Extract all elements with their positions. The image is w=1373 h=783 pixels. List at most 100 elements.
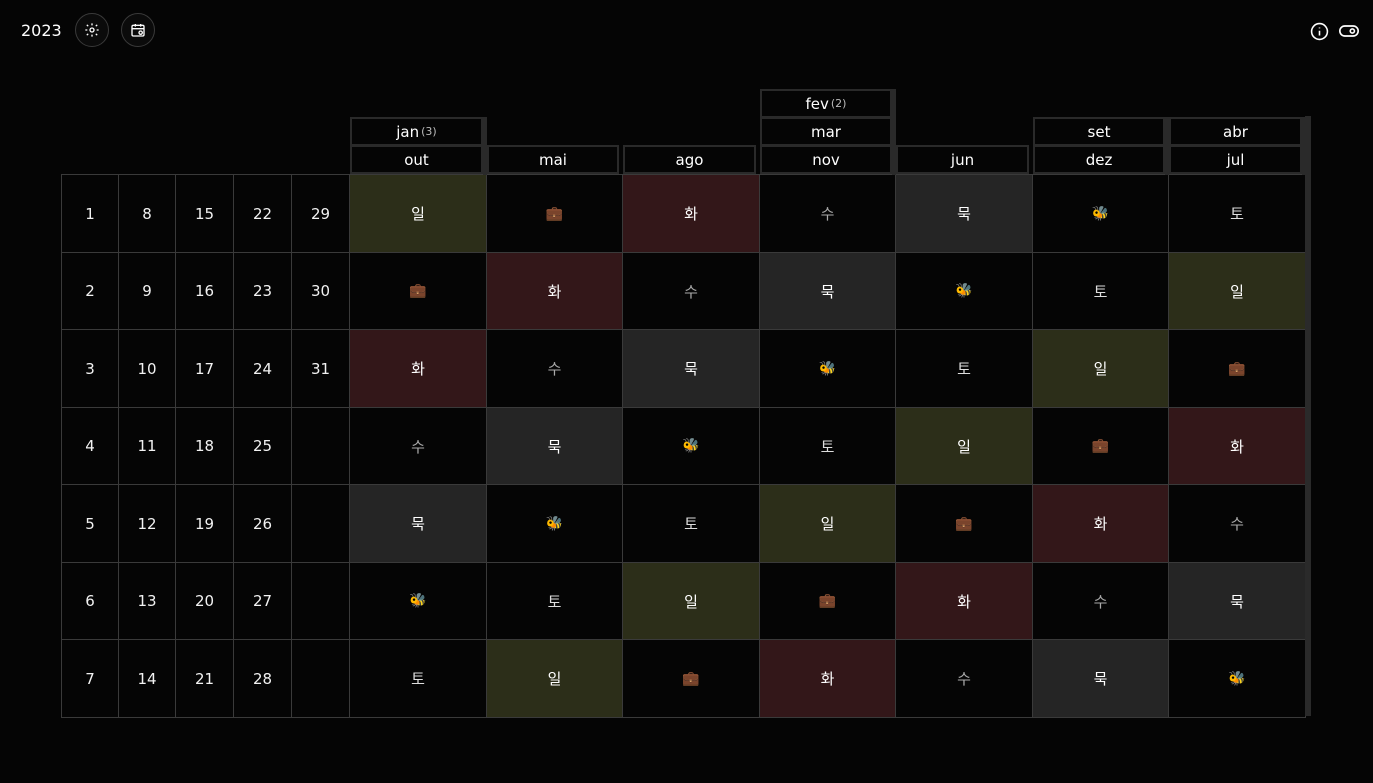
weekday-cell[interactable]: 일 [622, 562, 760, 640]
weekday-cell[interactable]: 일 [895, 407, 1033, 485]
calendar-button[interactable] [121, 13, 155, 47]
weekday-cell[interactable]: 💼 [1168, 329, 1306, 408]
weekday-cell[interactable]: 일 [1168, 252, 1306, 330]
day-number-cell[interactable]: 8 [118, 174, 176, 253]
weekday-cell[interactable]: 묵 [622, 329, 760, 408]
day-number-cell[interactable]: 18 [175, 407, 234, 485]
weekday-cell[interactable]: 화 [622, 174, 760, 253]
month-header-out[interactable]: out [350, 145, 483, 174]
day-number-cell[interactable]: 29 [291, 174, 350, 253]
weekday-cell[interactable]: 수 [1032, 562, 1169, 640]
weekday-cell[interactable]: 묵 [486, 407, 623, 485]
day-number-cell[interactable]: 12 [118, 484, 176, 563]
weekday-cell[interactable]: 수 [486, 329, 623, 408]
weekday-cell[interactable]: 🐝 [759, 329, 896, 408]
weekday-cell[interactable]: 토 [759, 407, 896, 485]
month-header-jan[interactable]: jan (3) [350, 117, 483, 146]
weekday-cell[interactable]: 묵 [895, 174, 1033, 253]
weekday-cell[interactable]: 수 [759, 174, 896, 253]
weekday-cell[interactable]: 🐝 [349, 562, 487, 640]
day-number-cell[interactable]: 4 [61, 407, 119, 485]
weekday-cell[interactable]: 토 [1168, 174, 1306, 253]
day-number-cell[interactable]: 22 [233, 174, 292, 253]
day-number-cell[interactable]: 6 [61, 562, 119, 640]
weekday-cell[interactable]: 화 [349, 329, 487, 408]
weekday-cell[interactable]: 일 [1032, 329, 1169, 408]
weekday-cell[interactable]: 토 [486, 562, 623, 640]
weekday-cell[interactable]: 💼 [349, 252, 487, 330]
day-number-cell[interactable]: 10 [118, 329, 176, 408]
day-number-cell[interactable]: 17 [175, 329, 234, 408]
day-number-cell[interactable]: 26 [233, 484, 292, 563]
weekday-cell[interactable]: 🐝 [486, 484, 623, 563]
day-number-cell[interactable]: 14 [118, 639, 176, 718]
day-number-cell[interactable]: 27 [233, 562, 292, 640]
weekday-cell[interactable]: 화 [486, 252, 623, 330]
month-header-mai[interactable]: mai [487, 145, 619, 174]
weekday-cell[interactable]: 🐝 [622, 407, 760, 485]
weekday-cell[interactable]: 수 [349, 407, 487, 485]
weekday-cell[interactable]: 💼 [622, 639, 760, 718]
weekday-cell[interactable]: 🐝 [895, 252, 1033, 330]
briefcase-icon: 💼 [818, 593, 837, 609]
info-button[interactable] [1309, 21, 1329, 41]
weekday-cell[interactable]: 묵 [759, 252, 896, 330]
month-header-ago[interactable]: ago [623, 145, 756, 174]
weekday-cell[interactable]: 🐝 [1168, 639, 1306, 718]
weekday-cell[interactable]: 수 [895, 639, 1033, 718]
empty-cell [291, 562, 350, 640]
month-header-jul[interactable]: jul [1169, 145, 1302, 174]
gear-icon [85, 23, 99, 37]
day-number-cell[interactable]: 5 [61, 484, 119, 563]
weekday-cell[interactable]: 화 [1168, 407, 1306, 485]
weekday-cell[interactable]: 수 [1168, 484, 1306, 563]
weekday-cell[interactable]: 일 [349, 174, 487, 253]
theme-toggle[interactable] [1339, 21, 1359, 41]
day-number-cell[interactable]: 25 [233, 407, 292, 485]
calendar-icon [131, 24, 145, 37]
day-number-cell[interactable]: 9 [118, 252, 176, 330]
day-number-cell[interactable]: 16 [175, 252, 234, 330]
day-number-cell[interactable]: 21 [175, 639, 234, 718]
day-number-cell[interactable]: 20 [175, 562, 234, 640]
weekday-cell[interactable]: 토 [1032, 252, 1169, 330]
settings-button[interactable] [75, 13, 109, 47]
weekday-cell[interactable]: 💼 [486, 174, 623, 253]
weekday-cell[interactable]: 화 [1032, 484, 1169, 563]
day-number-cell[interactable]: 23 [233, 252, 292, 330]
day-number-cell[interactable]: 28 [233, 639, 292, 718]
month-header-fev[interactable]: fev (2) [760, 89, 892, 118]
weekday-cell[interactable]: 토 [622, 484, 760, 563]
day-number-cell[interactable]: 15 [175, 174, 234, 253]
day-number-cell[interactable]: 1 [61, 174, 119, 253]
weekday-cell[interactable]: 💼 [759, 562, 896, 640]
weekday-cell[interactable]: 묵 [349, 484, 487, 563]
day-number-cell[interactable]: 13 [118, 562, 176, 640]
weekday-cell[interactable]: 화 [895, 562, 1033, 640]
month-header-nov[interactable]: nov [760, 145, 892, 174]
weekday-cell[interactable]: 수 [622, 252, 760, 330]
weekday-cell[interactable]: 🐝 [1032, 174, 1169, 253]
weekday-cell[interactable]: 묵 [1032, 639, 1169, 718]
month-header-dez[interactable]: dez [1033, 145, 1165, 174]
month-header-set[interactable]: set [1033, 117, 1165, 146]
weekday-cell[interactable]: 일 [486, 639, 623, 718]
weekday-cell[interactable]: 💼 [1032, 407, 1169, 485]
day-number-cell[interactable]: 2 [61, 252, 119, 330]
weekday-cell[interactable]: 토 [895, 329, 1033, 408]
month-header-jun[interactable]: jun [896, 145, 1029, 174]
weekday-cell[interactable]: 일 [759, 484, 896, 563]
weekday-cell[interactable]: 토 [349, 639, 487, 718]
day-number-cell[interactable]: 31 [291, 329, 350, 408]
day-number-cell[interactable]: 7 [61, 639, 119, 718]
day-number-cell[interactable]: 3 [61, 329, 119, 408]
day-number-cell[interactable]: 11 [118, 407, 176, 485]
weekday-cell[interactable]: 화 [759, 639, 896, 718]
weekday-cell[interactable]: 묵 [1168, 562, 1306, 640]
day-number-cell[interactable]: 30 [291, 252, 350, 330]
weekday-cell[interactable]: 💼 [895, 484, 1033, 563]
month-header-abr[interactable]: abr [1169, 117, 1302, 146]
month-header-mar[interactable]: mar [760, 117, 892, 146]
day-number-cell[interactable]: 24 [233, 329, 292, 408]
day-number-cell[interactable]: 19 [175, 484, 234, 563]
